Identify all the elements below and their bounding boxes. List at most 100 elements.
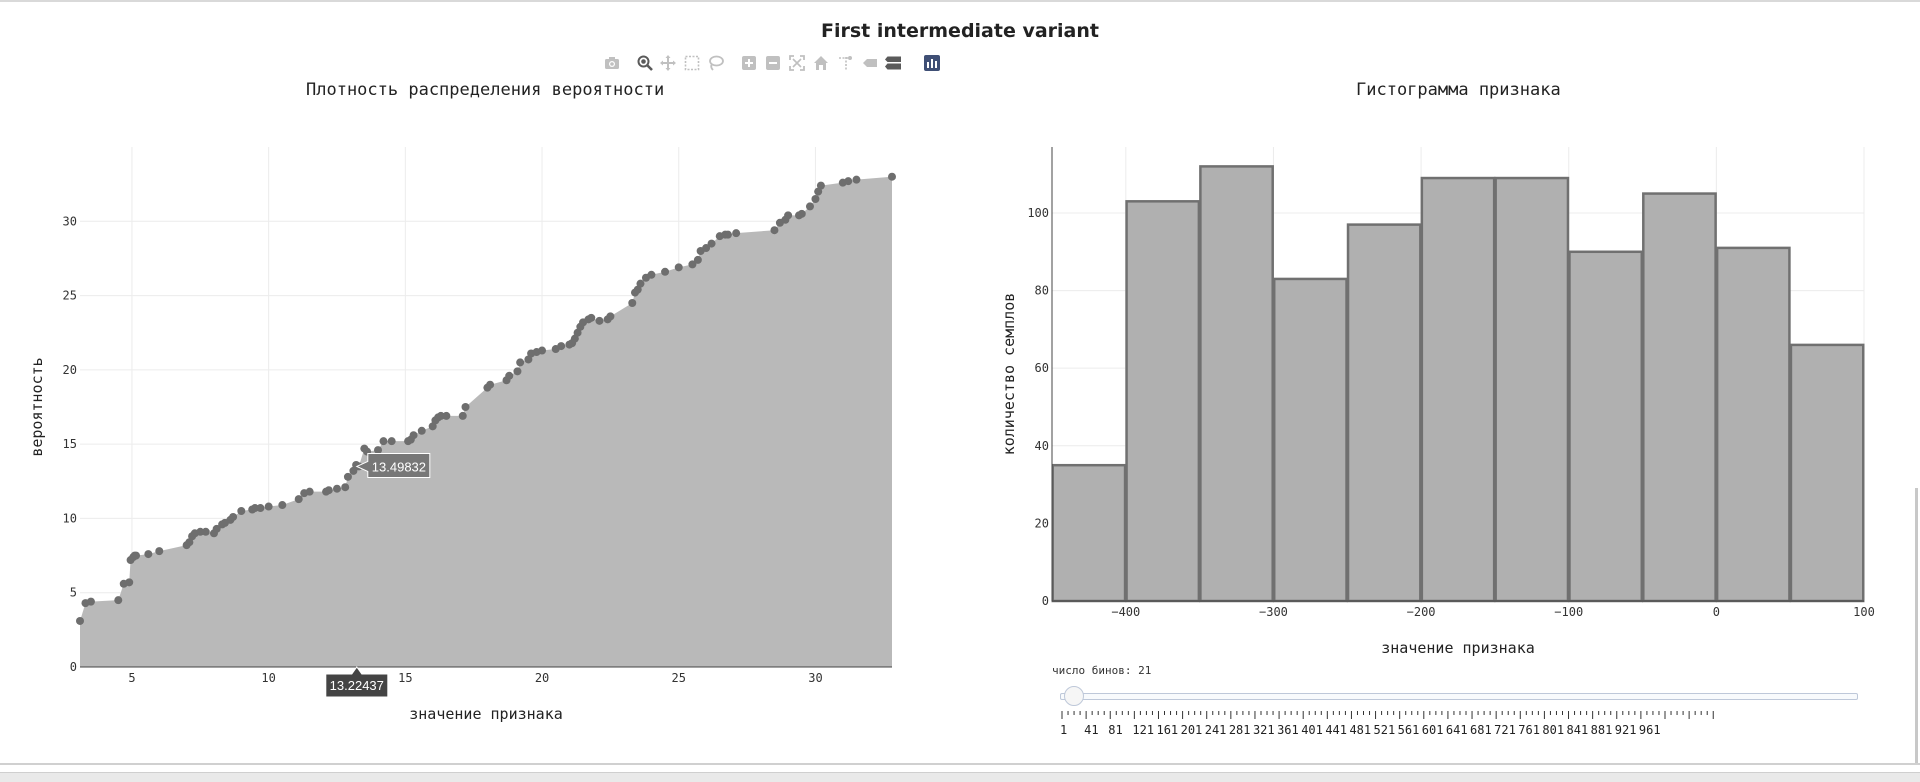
density-point[interactable]: [587, 313, 596, 322]
hover-closest-icon[interactable]: [861, 54, 879, 72]
density-point[interactable]: [636, 279, 645, 288]
density-point[interactable]: [606, 312, 615, 321]
density-point[interactable]: [573, 328, 582, 337]
density-point[interactable]: [805, 202, 814, 211]
density-point[interactable]: [436, 411, 445, 420]
scrollbar-thumb[interactable]: [1915, 488, 1918, 764]
density-point[interactable]: [442, 411, 451, 420]
density-point[interactable]: [797, 209, 806, 218]
density-point[interactable]: [212, 524, 221, 533]
density-point[interactable]: [343, 472, 352, 481]
density-point[interactable]: [250, 504, 259, 513]
histogram-bar[interactable]: [1051, 463, 1127, 603]
density-point[interactable]: [256, 504, 265, 513]
density-point[interactable]: [349, 466, 358, 475]
density-point[interactable]: [125, 578, 134, 587]
density-point[interactable]: [86, 597, 95, 606]
histogram-bar[interactable]: [1125, 200, 1201, 603]
density-point[interactable]: [732, 229, 741, 238]
bins-slider-rail[interactable]: [1060, 693, 1858, 700]
density-point[interactable]: [144, 550, 153, 559]
density-point[interactable]: [237, 507, 246, 515]
density-point[interactable]: [458, 411, 467, 420]
density-point[interactable]: [409, 431, 418, 440]
density-point[interactable]: [332, 484, 341, 493]
density-point[interactable]: [647, 270, 656, 279]
density-point[interactable]: [814, 187, 823, 196]
density-point[interactable]: [693, 255, 702, 264]
home-icon[interactable]: [812, 54, 830, 72]
density-point[interactable]: [114, 596, 123, 605]
autoscale-icon[interactable]: [788, 54, 806, 72]
density-point[interactable]: [570, 334, 579, 343]
density-point[interactable]: [557, 342, 566, 351]
box-select-icon[interactable]: [683, 54, 701, 72]
density-point[interactable]: [417, 426, 426, 435]
density-point[interactable]: [196, 527, 205, 536]
density-point[interactable]: [844, 177, 853, 186]
density-point[interactable]: [76, 616, 84, 625]
histogram-bar[interactable]: [1789, 343, 1865, 603]
histogram-bar[interactable]: [1346, 223, 1422, 603]
zoom-out-icon[interactable]: [764, 54, 782, 72]
histogram-bar[interactable]: [1420, 176, 1496, 603]
density-point[interactable]: [707, 239, 716, 248]
density-point[interactable]: [513, 367, 522, 376]
zoom-in-icon[interactable]: [740, 54, 758, 72]
horizontal-scrollbar[interactable]: [0, 772, 1920, 782]
density-point[interactable]: [516, 358, 525, 367]
density-point[interactable]: [852, 175, 861, 184]
density-point[interactable]: [486, 380, 495, 389]
density-point[interactable]: [505, 371, 514, 380]
density-point[interactable]: [595, 316, 604, 325]
density-point[interactable]: [674, 263, 683, 272]
density-point[interactable]: [132, 551, 141, 560]
histogram-y-tick-label: 0: [1042, 594, 1049, 608]
density-point[interactable]: [155, 547, 164, 556]
hover-compare-icon[interactable]: [884, 54, 902, 72]
density-point[interactable]: [628, 299, 637, 307]
camera-icon[interactable]: [603, 54, 621, 72]
density-point[interactable]: [688, 260, 697, 269]
histogram-bar[interactable]: [1642, 192, 1717, 603]
pan-icon[interactable]: [659, 54, 677, 72]
density-point[interactable]: [538, 346, 547, 355]
density-point[interactable]: [185, 538, 194, 547]
lasso-icon[interactable]: [707, 54, 725, 72]
density-point[interactable]: [428, 422, 437, 431]
density-point[interactable]: [264, 502, 273, 511]
slider-tick-label: 961: [1639, 723, 1661, 737]
histogram-bar[interactable]: [1199, 165, 1274, 603]
zoom-icon[interactable]: [636, 54, 654, 72]
density-point[interactable]: [324, 486, 333, 495]
density-point[interactable]: [229, 512, 238, 521]
density-point[interactable]: [201, 527, 210, 536]
density-point[interactable]: [379, 437, 388, 446]
density-point[interactable]: [461, 403, 470, 411]
density-point[interactable]: [633, 285, 642, 294]
density-point[interactable]: [387, 437, 396, 446]
density-point[interactable]: [816, 181, 825, 190]
histogram-bar[interactable]: [1494, 176, 1570, 603]
density-point[interactable]: [294, 495, 303, 504]
histogram-chart[interactable]: −400 −300 −200 −100 0 100 0 20 40 60 80 100 значен…: [1000, 147, 1875, 657]
bins-slider-handle[interactable]: [1064, 686, 1085, 706]
density-point[interactable]: [770, 226, 779, 235]
histogram-bar[interactable]: [1715, 246, 1791, 603]
density-point[interactable]: [702, 244, 711, 253]
density-point[interactable]: [305, 487, 314, 496]
density-point[interactable]: [661, 267, 670, 276]
density-point[interactable]: [723, 230, 732, 239]
density-point[interactable]: [524, 355, 533, 364]
spike-lines-icon[interactable]: [837, 54, 855, 72]
density-point[interactable]: [784, 211, 793, 220]
density-point[interactable]: [374, 446, 383, 455]
density-chart[interactable]: 5 10 15 20 25 30 0 5 10 15 20 25 30 значение призна…: [28, 147, 896, 723]
histogram-bar[interactable]: [1568, 250, 1644, 603]
density-point[interactable]: [278, 501, 287, 510]
histogram-bar[interactable]: [1272, 277, 1348, 603]
density-point[interactable]: [811, 195, 820, 203]
plotly-logo-icon[interactable]: [923, 54, 941, 72]
density-point[interactable]: [888, 172, 896, 181]
density-point[interactable]: [341, 483, 350, 492]
